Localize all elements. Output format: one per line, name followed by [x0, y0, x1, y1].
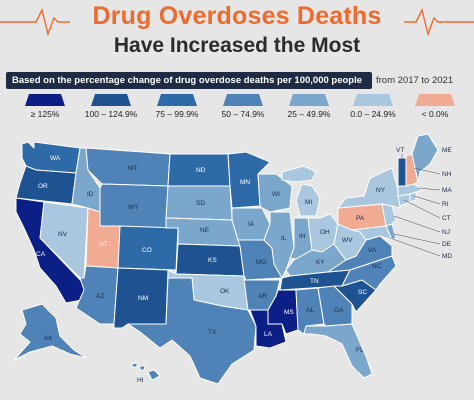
label-NJ: NJ	[442, 229, 450, 236]
state-MI-lower	[295, 183, 321, 217]
label-LA: LA	[264, 331, 273, 338]
label-RI: RI	[442, 201, 449, 208]
label-NC: NC	[372, 263, 382, 270]
state-FL	[303, 323, 373, 379]
label-MI: MI	[305, 199, 312, 206]
state-HI-islands-2	[139, 365, 146, 371]
legend-item-7: < 0.0%	[404, 94, 466, 119]
state-TX	[127, 277, 257, 385]
label-GA: GA	[334, 307, 344, 314]
label-WA: WA	[50, 155, 61, 162]
year-range: from 2017 to 2021	[376, 75, 454, 86]
label-IL: IL	[281, 235, 287, 242]
title-line-2: Have Increased the Most	[113, 34, 361, 57]
state-VT	[397, 157, 407, 187]
state-MI	[281, 165, 317, 183]
label-AR: AR	[258, 293, 267, 300]
legend-swatch-3	[157, 94, 197, 106]
label-AL: AL	[306, 307, 314, 314]
state-HI-islands	[131, 362, 138, 368]
label-MA: MA	[442, 187, 452, 194]
label-WY: WY	[128, 204, 139, 211]
label-KY: KY	[316, 259, 325, 266]
label-WV: WV	[342, 237, 353, 244]
legend-item-4: 50 – 74.9%	[212, 94, 274, 119]
state-HI	[147, 369, 161, 381]
label-TN: TN	[310, 278, 319, 285]
label-MT: MT	[128, 165, 137, 172]
label-CO: CO	[142, 247, 152, 254]
label-IN: IN	[299, 233, 306, 240]
legend-item-2: 100 – 124.9%	[80, 94, 142, 119]
legend: ≥ 125% 100 – 124.9% 75 – 99.9% 50 – 74.9…	[0, 94, 474, 128]
label-ND: ND	[196, 167, 206, 174]
legend-label-1: ≥ 125%	[30, 109, 60, 119]
legend-swatch-7	[415, 94, 455, 106]
label-OR: OR	[38, 183, 48, 190]
legend-swatch-2	[91, 94, 131, 106]
label-NV: NV	[58, 231, 68, 238]
label-ME: ME	[442, 147, 452, 154]
label-MS: MS	[284, 309, 294, 316]
label-NY: NY	[376, 187, 386, 194]
state-NY	[337, 167, 401, 209]
state-NH	[405, 153, 419, 187]
legend-item-3: 75 – 99.9%	[146, 94, 208, 119]
legend-swatch-4	[223, 94, 263, 106]
heartbeat-line-decoration	[0, 7, 474, 37]
label-KS: KS	[208, 257, 217, 264]
legend-item-6: 0.0 – 24.9%	[342, 94, 404, 119]
label-TX: TX	[208, 329, 217, 336]
label-FL: FL	[356, 347, 364, 354]
label-OK: OK	[220, 288, 230, 295]
legend-label-4: 50 – 74.9%	[221, 109, 265, 119]
label-MO: MO	[256, 259, 266, 266]
label-CT: CT	[442, 215, 451, 222]
legend-swatch-1	[25, 94, 65, 106]
legend-item-1: ≥ 125%	[14, 94, 76, 119]
legend-label-7: < 0.0%	[421, 109, 449, 119]
label-NH: NH	[442, 171, 452, 178]
label-WI: WI	[272, 191, 280, 198]
legend-label-5: 25 – 49.9%	[287, 109, 331, 119]
label-NM: NM	[138, 295, 148, 302]
label-AK: AK	[44, 335, 53, 342]
legend-swatch-5	[289, 94, 329, 106]
label-DE: DE	[442, 241, 452, 248]
label-MD: MD	[442, 253, 452, 260]
state-NC	[341, 255, 397, 291]
east-callout-lines	[389, 154, 441, 257]
label-SC: SC	[358, 289, 367, 296]
legend-item-5: 25 – 49.9%	[278, 94, 340, 119]
label-VA: VA	[368, 247, 377, 254]
label-UT: UT	[99, 241, 108, 248]
label-ID: ID	[87, 191, 94, 198]
state-ME	[411, 133, 439, 183]
state-AK	[13, 303, 87, 361]
title-area: Drug Overdoses Deaths Have Increased the…	[0, 0, 474, 64]
label-NE: NE	[200, 227, 210, 234]
label-AZ: AZ	[96, 293, 104, 300]
legend-label-2: 100 – 124.9%	[84, 109, 138, 119]
label-VT: VT	[396, 147, 404, 154]
state-WI	[257, 173, 293, 213]
state-IL	[263, 211, 295, 279]
legend-swatch-6	[353, 94, 393, 106]
legend-label-6: 0.0 – 24.9%	[350, 109, 396, 119]
label-IA: IA	[248, 221, 255, 228]
us-map: WA OR CA NV ID MT WY UT AZ CO NM ND SD N…	[13, 133, 452, 385]
label-SD: SD	[196, 200, 205, 207]
label-HI: HI	[137, 377, 144, 384]
legend-label-3: 75 – 99.9%	[155, 109, 199, 119]
title-line-1: Drug Overdoses Deaths	[92, 2, 382, 30]
label-CA: CA	[36, 251, 46, 258]
label-OH: OH	[320, 229, 330, 236]
label-PA: PA	[356, 215, 365, 222]
basis-banner: Based on the percentage change of drug o…	[6, 72, 372, 89]
label-MN: MN	[240, 179, 250, 186]
